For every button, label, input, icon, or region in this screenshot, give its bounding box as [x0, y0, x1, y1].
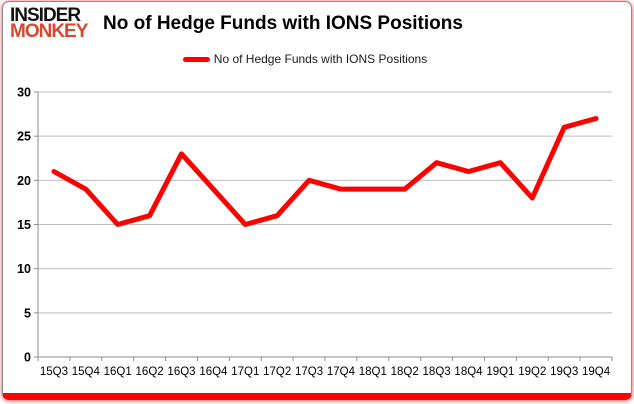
x-tick-label: 18Q3 — [423, 366, 451, 378]
y-tick-label: 15 — [17, 218, 31, 232]
y-tick-label: 25 — [17, 130, 31, 144]
y-tick-label: 20 — [17, 174, 31, 188]
x-tick-label: 16Q2 — [136, 366, 164, 378]
y-tick-label: 10 — [17, 262, 31, 276]
logo-line-insider: INSIDER — [10, 5, 81, 26]
insider-monkey-logo: INSIDER MONKEY — [10, 5, 88, 42]
y-tick-label: 30 — [17, 86, 31, 100]
legend-entry: No of Hedge Funds with IONS Positions — [182, 52, 428, 66]
series-line — [51, 116, 599, 227]
y-tick-label: 0 — [24, 351, 31, 365]
x-tick-label: 17Q4 — [327, 366, 356, 378]
logo-line-monkey: MONKEY — [10, 21, 88, 42]
x-tick-label: 19Q4 — [582, 366, 611, 378]
x-tick-label: 17Q1 — [231, 366, 259, 378]
legend-line-swatch-icon — [182, 56, 210, 62]
x-tick-label: 16Q4 — [199, 366, 228, 378]
legend: No of Hedge Funds with IONS Positions — [0, 52, 634, 66]
x-tick-label: 17Q2 — [263, 366, 291, 378]
x-tick-label: 19Q3 — [550, 366, 578, 378]
x-tick-label: 18Q1 — [359, 366, 387, 378]
x-tick-label: 19Q1 — [486, 366, 514, 378]
chart-title: No of Hedge Funds with IONS Positions — [103, 13, 463, 34]
x-tick-label: 19Q2 — [518, 366, 546, 378]
y-tick-label: 5 — [24, 306, 31, 320]
x-tick-label: 16Q1 — [104, 366, 132, 378]
x-tick-label: 15Q3 — [40, 366, 68, 378]
x-tick-label: 16Q3 — [167, 366, 195, 378]
x-tick-label: 18Q4 — [454, 366, 483, 378]
x-tick-label: 17Q3 — [295, 366, 323, 378]
x-tick-label: 15Q4 — [72, 366, 101, 378]
x-tick-label: 18Q2 — [391, 366, 419, 378]
legend-label: No of Hedge Funds with IONS Positions — [213, 52, 428, 66]
